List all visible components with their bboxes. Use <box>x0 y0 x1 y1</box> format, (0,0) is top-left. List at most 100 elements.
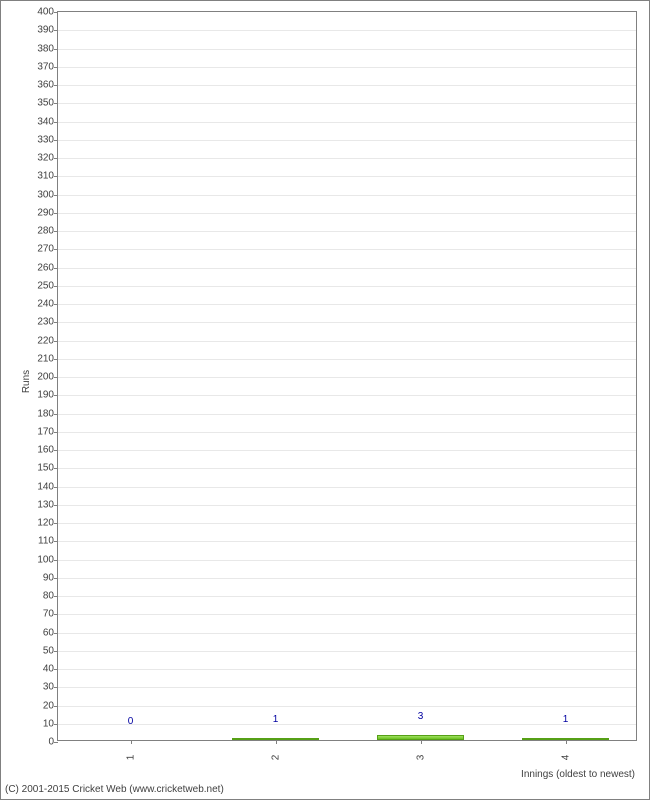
y-tick-mark <box>54 359 58 360</box>
y-tick-mark <box>54 468 58 469</box>
y-tick-label: 170 <box>37 426 54 437</box>
y-tick-mark <box>54 49 58 50</box>
x-tick-mark <box>421 740 422 744</box>
grid-line <box>58 249 636 250</box>
y-tick-mark <box>54 414 58 415</box>
x-tick-mark <box>131 740 132 744</box>
y-tick-label: 240 <box>37 299 54 310</box>
y-tick-label: 50 <box>43 645 54 656</box>
grid-line <box>58 231 636 232</box>
bar-value-label: 1 <box>563 714 569 725</box>
y-tick-label: 300 <box>37 189 54 200</box>
grid-line <box>58 468 636 469</box>
grid-line <box>58 304 636 305</box>
copyright-text: (C) 2001-2015 Cricket Web (www.cricketwe… <box>5 784 224 795</box>
grid-line <box>58 268 636 269</box>
grid-line <box>58 505 636 506</box>
y-tick-label: 0 <box>48 737 54 748</box>
grid-line <box>58 67 636 68</box>
y-tick-mark <box>54 377 58 378</box>
y-tick-label: 360 <box>37 80 54 91</box>
y-tick-mark <box>54 231 58 232</box>
y-tick-mark <box>54 578 58 579</box>
y-tick-mark <box>54 286 58 287</box>
y-tick-mark <box>54 505 58 506</box>
y-tick-mark <box>54 268 58 269</box>
y-tick-label: 280 <box>37 226 54 237</box>
bar-value-label: 3 <box>418 711 424 722</box>
y-tick-mark <box>54 596 58 597</box>
x-tick-mark <box>276 740 277 744</box>
y-tick-mark <box>54 158 58 159</box>
y-tick-mark <box>54 122 58 123</box>
y-tick-label: 180 <box>37 408 54 419</box>
y-tick-mark <box>54 450 58 451</box>
y-tick-label: 220 <box>37 335 54 346</box>
y-tick-label: 80 <box>43 591 54 602</box>
y-tick-label: 370 <box>37 61 54 72</box>
y-tick-label: 190 <box>37 390 54 401</box>
y-axis-label: Runs <box>21 370 32 393</box>
x-axis-label: Innings (oldest to newest) <box>521 769 635 780</box>
y-tick-mark <box>54 669 58 670</box>
y-tick-label: 110 <box>38 536 54 547</box>
grid-line <box>58 706 636 707</box>
x-tick-label: 1 <box>125 755 136 761</box>
y-tick-label: 20 <box>43 700 54 711</box>
y-tick-label: 40 <box>43 664 54 675</box>
grid-line <box>58 651 636 652</box>
y-tick-mark <box>54 176 58 177</box>
bar <box>522 738 609 740</box>
grid-line <box>58 450 636 451</box>
y-tick-label: 260 <box>37 262 54 273</box>
y-tick-label: 230 <box>37 317 54 328</box>
y-tick-mark <box>54 724 58 725</box>
y-tick-label: 310 <box>37 171 54 182</box>
y-tick-label: 10 <box>43 718 54 729</box>
y-tick-mark <box>54 395 58 396</box>
y-tick-mark <box>54 213 58 214</box>
y-tick-label: 330 <box>37 134 54 145</box>
y-tick-label: 160 <box>37 445 54 456</box>
chart-container: 0102030405060708090100110120130140150160… <box>0 0 650 800</box>
grid-line <box>58 560 636 561</box>
grid-line <box>58 487 636 488</box>
grid-line <box>58 213 636 214</box>
y-tick-mark <box>54 432 58 433</box>
grid-line <box>58 395 636 396</box>
y-tick-mark <box>54 742 58 743</box>
grid-line <box>58 341 636 342</box>
y-tick-mark <box>54 85 58 86</box>
bar <box>377 735 464 740</box>
y-tick-mark <box>54 140 58 141</box>
y-tick-mark <box>54 322 58 323</box>
y-tick-label: 290 <box>37 207 54 218</box>
x-tick-label: 4 <box>560 755 571 761</box>
y-tick-label: 140 <box>37 481 54 492</box>
y-tick-label: 390 <box>37 25 54 36</box>
y-tick-mark <box>54 614 58 615</box>
grid-line <box>58 414 636 415</box>
x-tick-label: 2 <box>270 755 281 761</box>
y-tick-label: 150 <box>37 463 54 474</box>
y-tick-label: 70 <box>43 609 54 620</box>
y-tick-mark <box>54 560 58 561</box>
y-tick-mark <box>54 103 58 104</box>
y-tick-label: 380 <box>37 43 54 54</box>
y-tick-label: 350 <box>37 98 54 109</box>
y-tick-mark <box>54 706 58 707</box>
y-tick-label: 120 <box>37 518 54 529</box>
grid-line <box>58 176 636 177</box>
plot-area: 0102030405060708090100110120130140150160… <box>57 11 637 741</box>
y-tick-mark <box>54 12 58 13</box>
y-tick-label: 30 <box>43 682 54 693</box>
y-tick-mark <box>54 523 58 524</box>
grid-line <box>58 49 636 50</box>
grid-line <box>58 140 636 141</box>
y-tick-label: 90 <box>43 572 54 583</box>
y-tick-mark <box>54 487 58 488</box>
grid-line <box>58 432 636 433</box>
x-tick-mark <box>566 740 567 744</box>
grid-line <box>58 541 636 542</box>
bar-value-label: 0 <box>128 716 134 727</box>
